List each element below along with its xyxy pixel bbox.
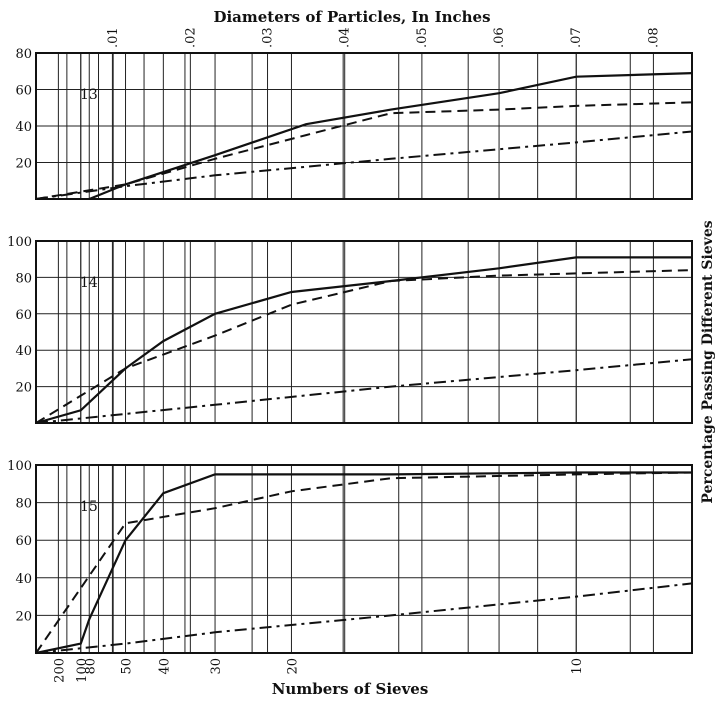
y-tick-label: 60 — [15, 84, 32, 99]
panel-frame — [35, 464, 693, 654]
y-tick-label: 20 — [15, 609, 32, 624]
panel-frame — [35, 52, 693, 200]
y-tick-label: 80 — [15, 271, 32, 286]
y-tick-label: 80 — [15, 497, 32, 512]
series-line-solid — [88, 72, 693, 201]
top-tick-label: .02 — [183, 27, 198, 48]
panel-label: 14 — [80, 275, 98, 291]
chart-panel: 20 40 60 80 100 15 — [7, 459, 693, 655]
panel-label: 13 — [80, 87, 98, 103]
panel-frame — [35, 240, 693, 424]
series-line-solid — [35, 471, 692, 655]
top-tick-label: .03 — [261, 27, 276, 48]
y-tick-label: 20 — [15, 381, 32, 396]
sieve-tick-label: 200 — [52, 658, 67, 683]
y-tick-label: 40 — [15, 120, 32, 135]
chart-panel: 20 40 60 80 13 — [15, 47, 693, 201]
sieve-tick-label: 100 — [75, 658, 90, 683]
series-line-dashdot — [35, 130, 693, 200]
chart-panel: 20 40 60 80 100 14 — [7, 235, 693, 425]
y-axis-label: Percentage Passing Different Sieves — [700, 220, 716, 503]
y-tick-label: 80 — [15, 47, 32, 62]
y-tick-label: 20 — [15, 157, 32, 172]
y-tick-label: 60 — [15, 534, 32, 549]
sieve-tick-label: 80 — [83, 658, 98, 675]
top-tick-label: .08 — [646, 27, 661, 48]
y-tick-label: 100 — [7, 459, 32, 474]
top-axis-ticks: .01 .02 .03 .04 .05 .06 .07 .08 — [106, 27, 661, 48]
x-axis-label: Numbers of Sieves — [272, 680, 429, 698]
y-tick-label: 40 — [15, 344, 32, 359]
y-tick-label: 40 — [15, 572, 32, 587]
sieve-tick-label: 30 — [209, 658, 224, 675]
series-line-dashed — [35, 471, 693, 654]
series-line-dashdot — [35, 358, 693, 424]
y-tick-label: 100 — [7, 235, 32, 250]
top-tick-label: .05 — [415, 27, 430, 48]
top-tick-label: .01 — [106, 27, 121, 48]
panel-label: 15 — [80, 499, 98, 515]
top-tick-label: .07 — [569, 27, 584, 48]
series-line-dashdot — [35, 582, 693, 654]
sieve-tick-label: 50 — [120, 658, 135, 675]
chart-title: Diameters of Particles, In Inches — [213, 8, 490, 26]
top-tick-label: .04 — [338, 27, 353, 48]
sieve-tick-label: 40 — [157, 658, 172, 675]
y-tick-label: 60 — [15, 308, 32, 323]
sieve-tick-label: 20 — [285, 658, 300, 675]
series-line-dashed — [35, 269, 693, 424]
chart-panels: 20 40 60 80 13 20 40 60 80 100 14 20 40 60 80 100 15 — [7, 47, 693, 655]
top-tick-label: .06 — [492, 27, 507, 48]
series-line-solid — [35, 256, 692, 425]
series-line-dashed — [35, 101, 693, 200]
sieve-tick-label: 10 — [570, 658, 585, 675]
